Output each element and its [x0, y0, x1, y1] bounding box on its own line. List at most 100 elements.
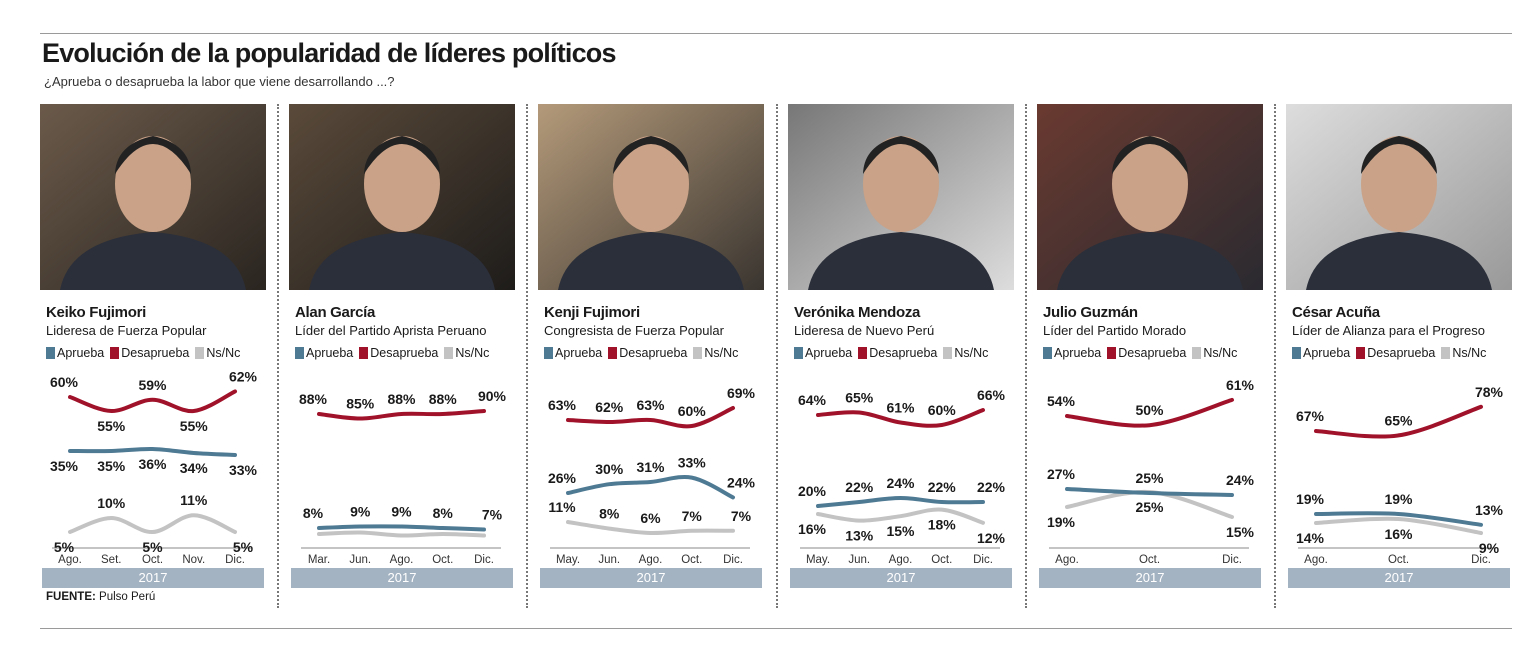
line-chart: Ago. Oct. Dic. 14% 16% 9% 19% 19% 13% 67% 65% 78% — [1296, 384, 1504, 566]
line-chart: Ago. Set. Oct. Nov. Dic.5%10%5%11%5%35% 35% 36… — [50, 368, 258, 566]
panel-separator — [776, 104, 778, 608]
data-label-nsnc: 18% — [928, 517, 957, 533]
data-label-aprueba: 25% — [1135, 470, 1164, 486]
year-bar: 2017 — [790, 568, 1012, 588]
x-tick-label: Oct. — [931, 554, 952, 566]
data-label-nsnc: 5% — [142, 539, 163, 555]
data-label-nsnc: 25% — [1135, 499, 1164, 515]
x-tick-label: Jun. — [598, 554, 620, 566]
series-line-nsnc — [68, 513, 237, 535]
data-label-aprueba: 9% — [350, 504, 371, 520]
chart-legend: Aprueba Desaprueba Ns/Nc — [794, 346, 988, 360]
year-bar: 2017 — [291, 568, 513, 588]
leader-panel: Keiko Fujimori Lideresa de Fuerza Popula… — [40, 104, 266, 604]
year-bar: 2017 — [1039, 568, 1261, 588]
data-label-aprueba: 35% — [97, 458, 126, 474]
data-label-desaprueba: 88% — [429, 391, 458, 407]
legend-item-desaprueba: Desaprueba — [110, 346, 189, 360]
year-bar: 2017 — [1288, 568, 1510, 588]
x-tick-label: May. — [806, 554, 830, 566]
data-label-nsnc: 7% — [731, 508, 752, 524]
data-label-nsnc: 12% — [977, 530, 1006, 546]
leader-role: Líder del Partido Morado — [1043, 323, 1187, 338]
data-label-aprueba: 22% — [977, 479, 1006, 495]
leader-name: César Acuña — [1292, 304, 1380, 321]
data-label-nsnc: 15% — [1226, 524, 1255, 540]
data-label-aprueba: 19% — [1296, 491, 1325, 507]
series-line-desaprueba — [317, 409, 486, 421]
leader-name: Alan García — [295, 304, 376, 321]
data-label-desaprueba: 85% — [346, 396, 375, 412]
series-line-aprueba — [68, 446, 237, 457]
leader-panel: Verónika Mendoza Lideresa de Nuevo Perú … — [788, 104, 1014, 604]
chart-legend: Aprueba Desaprueba Ns/Nc — [1292, 346, 1486, 360]
legend-item-desaprueba: Desaprueba — [608, 346, 687, 360]
source-note: FUENTE: Pulso Perú — [46, 591, 155, 603]
chart-legend: Aprueba Desaprueba Ns/Nc — [295, 346, 489, 360]
line-chart: May. Jun. Ago. Oct. Dic. 11% 8% 6% 7% 7% 26% 30% 31%… — [548, 385, 756, 566]
x-tick-label: Oct. — [1388, 554, 1409, 566]
data-label-desaprueba: 78% — [1475, 384, 1504, 400]
data-label-aprueba: 22% — [928, 479, 957, 495]
data-label-aprueba: 24% — [727, 474, 756, 490]
series-line-desaprueba — [1314, 404, 1483, 439]
data-label-nsnc: 5% — [233, 539, 254, 555]
leader-photo — [289, 104, 515, 290]
leader-role: Líder de Alianza para el Progreso — [1292, 323, 1485, 338]
panel-separator — [1025, 104, 1027, 608]
data-label-desaprueba: 62% — [595, 399, 624, 415]
data-label-aprueba: 31% — [636, 459, 665, 475]
x-tick-label: Set. — [101, 554, 121, 566]
panel-separator — [526, 104, 528, 608]
series-line-aprueba — [1065, 487, 1234, 497]
data-label-nsnc: 13% — [845, 528, 874, 544]
x-tick-label: Ago. — [1304, 554, 1328, 566]
x-tick-label: Dic. — [1471, 554, 1491, 566]
data-label-nsnc: 15% — [886, 523, 915, 539]
series-line-desaprueba — [1065, 397, 1234, 428]
data-label-nsnc: 14% — [1296, 530, 1325, 546]
legend-item-aprueba: Aprueba — [794, 346, 852, 360]
leader-role: Congresista de Fuerza Popular — [544, 323, 724, 338]
leader-name: Verónika Mendoza — [794, 304, 921, 321]
data-label-desaprueba: 60% — [678, 403, 707, 419]
legend-item-aprueba: Aprueba — [1292, 346, 1350, 360]
line-chart: Ago. Oct. Dic. 19% 25% 15% 27% 25% 24% 54% 50% 61% — [1047, 377, 1255, 566]
x-tick-label: Dic. — [973, 554, 993, 566]
data-label-aprueba: 19% — [1384, 491, 1413, 507]
legend-item-aprueba: Aprueba — [295, 346, 353, 360]
series-line-desaprueba — [816, 408, 985, 428]
series-line-aprueba — [816, 495, 985, 508]
legend-item-desaprueba: Desaprueba — [1356, 346, 1435, 360]
data-label-aprueba: 22% — [845, 479, 874, 495]
data-label-desaprueba: 69% — [727, 385, 756, 401]
legend-item-nsnc: Ns/Nc — [1441, 346, 1486, 360]
data-label-nsnc: 19% — [1047, 514, 1076, 530]
data-label-desaprueba: 50% — [1135, 402, 1164, 418]
x-tick-label: Dic. — [474, 554, 494, 566]
x-tick-label: Oct. — [681, 554, 702, 566]
x-tick-label: Ago. — [390, 554, 414, 566]
data-label-aprueba: 13% — [1475, 502, 1504, 518]
x-tick-label: Oct. — [142, 554, 163, 566]
data-label-desaprueba: 55% — [97, 418, 126, 434]
data-label-aprueba: 9% — [391, 504, 412, 520]
x-tick-label: Nov. — [182, 554, 205, 566]
leader-role: Líder del Partido Aprista Peruano — [295, 323, 487, 338]
data-label-desaprueba: 59% — [138, 377, 167, 393]
leader-photo — [40, 104, 266, 290]
legend-item-desaprueba: Desaprueba — [359, 346, 438, 360]
page-title: Evolución de la popularidad de líderes p… — [42, 38, 617, 68]
legend-item-aprueba: Aprueba — [46, 346, 104, 360]
data-label-desaprueba: 61% — [886, 400, 915, 416]
data-label-desaprueba: 63% — [548, 397, 577, 413]
leader-panel: Alan García Líder del Partido Aprista Pe… — [289, 104, 515, 604]
data-label-aprueba: 7% — [482, 507, 503, 523]
x-tick-label: Mar. — [308, 554, 330, 566]
x-tick-label: Oct. — [432, 554, 453, 566]
series-line-nsnc — [317, 530, 486, 538]
page-subtitle: ¿Aprueba o desaprueba la labor que viene… — [44, 74, 395, 89]
leader-photo — [1037, 104, 1263, 290]
data-label-aprueba: 27% — [1047, 466, 1076, 482]
leader-name: Keiko Fujimori — [46, 304, 146, 321]
